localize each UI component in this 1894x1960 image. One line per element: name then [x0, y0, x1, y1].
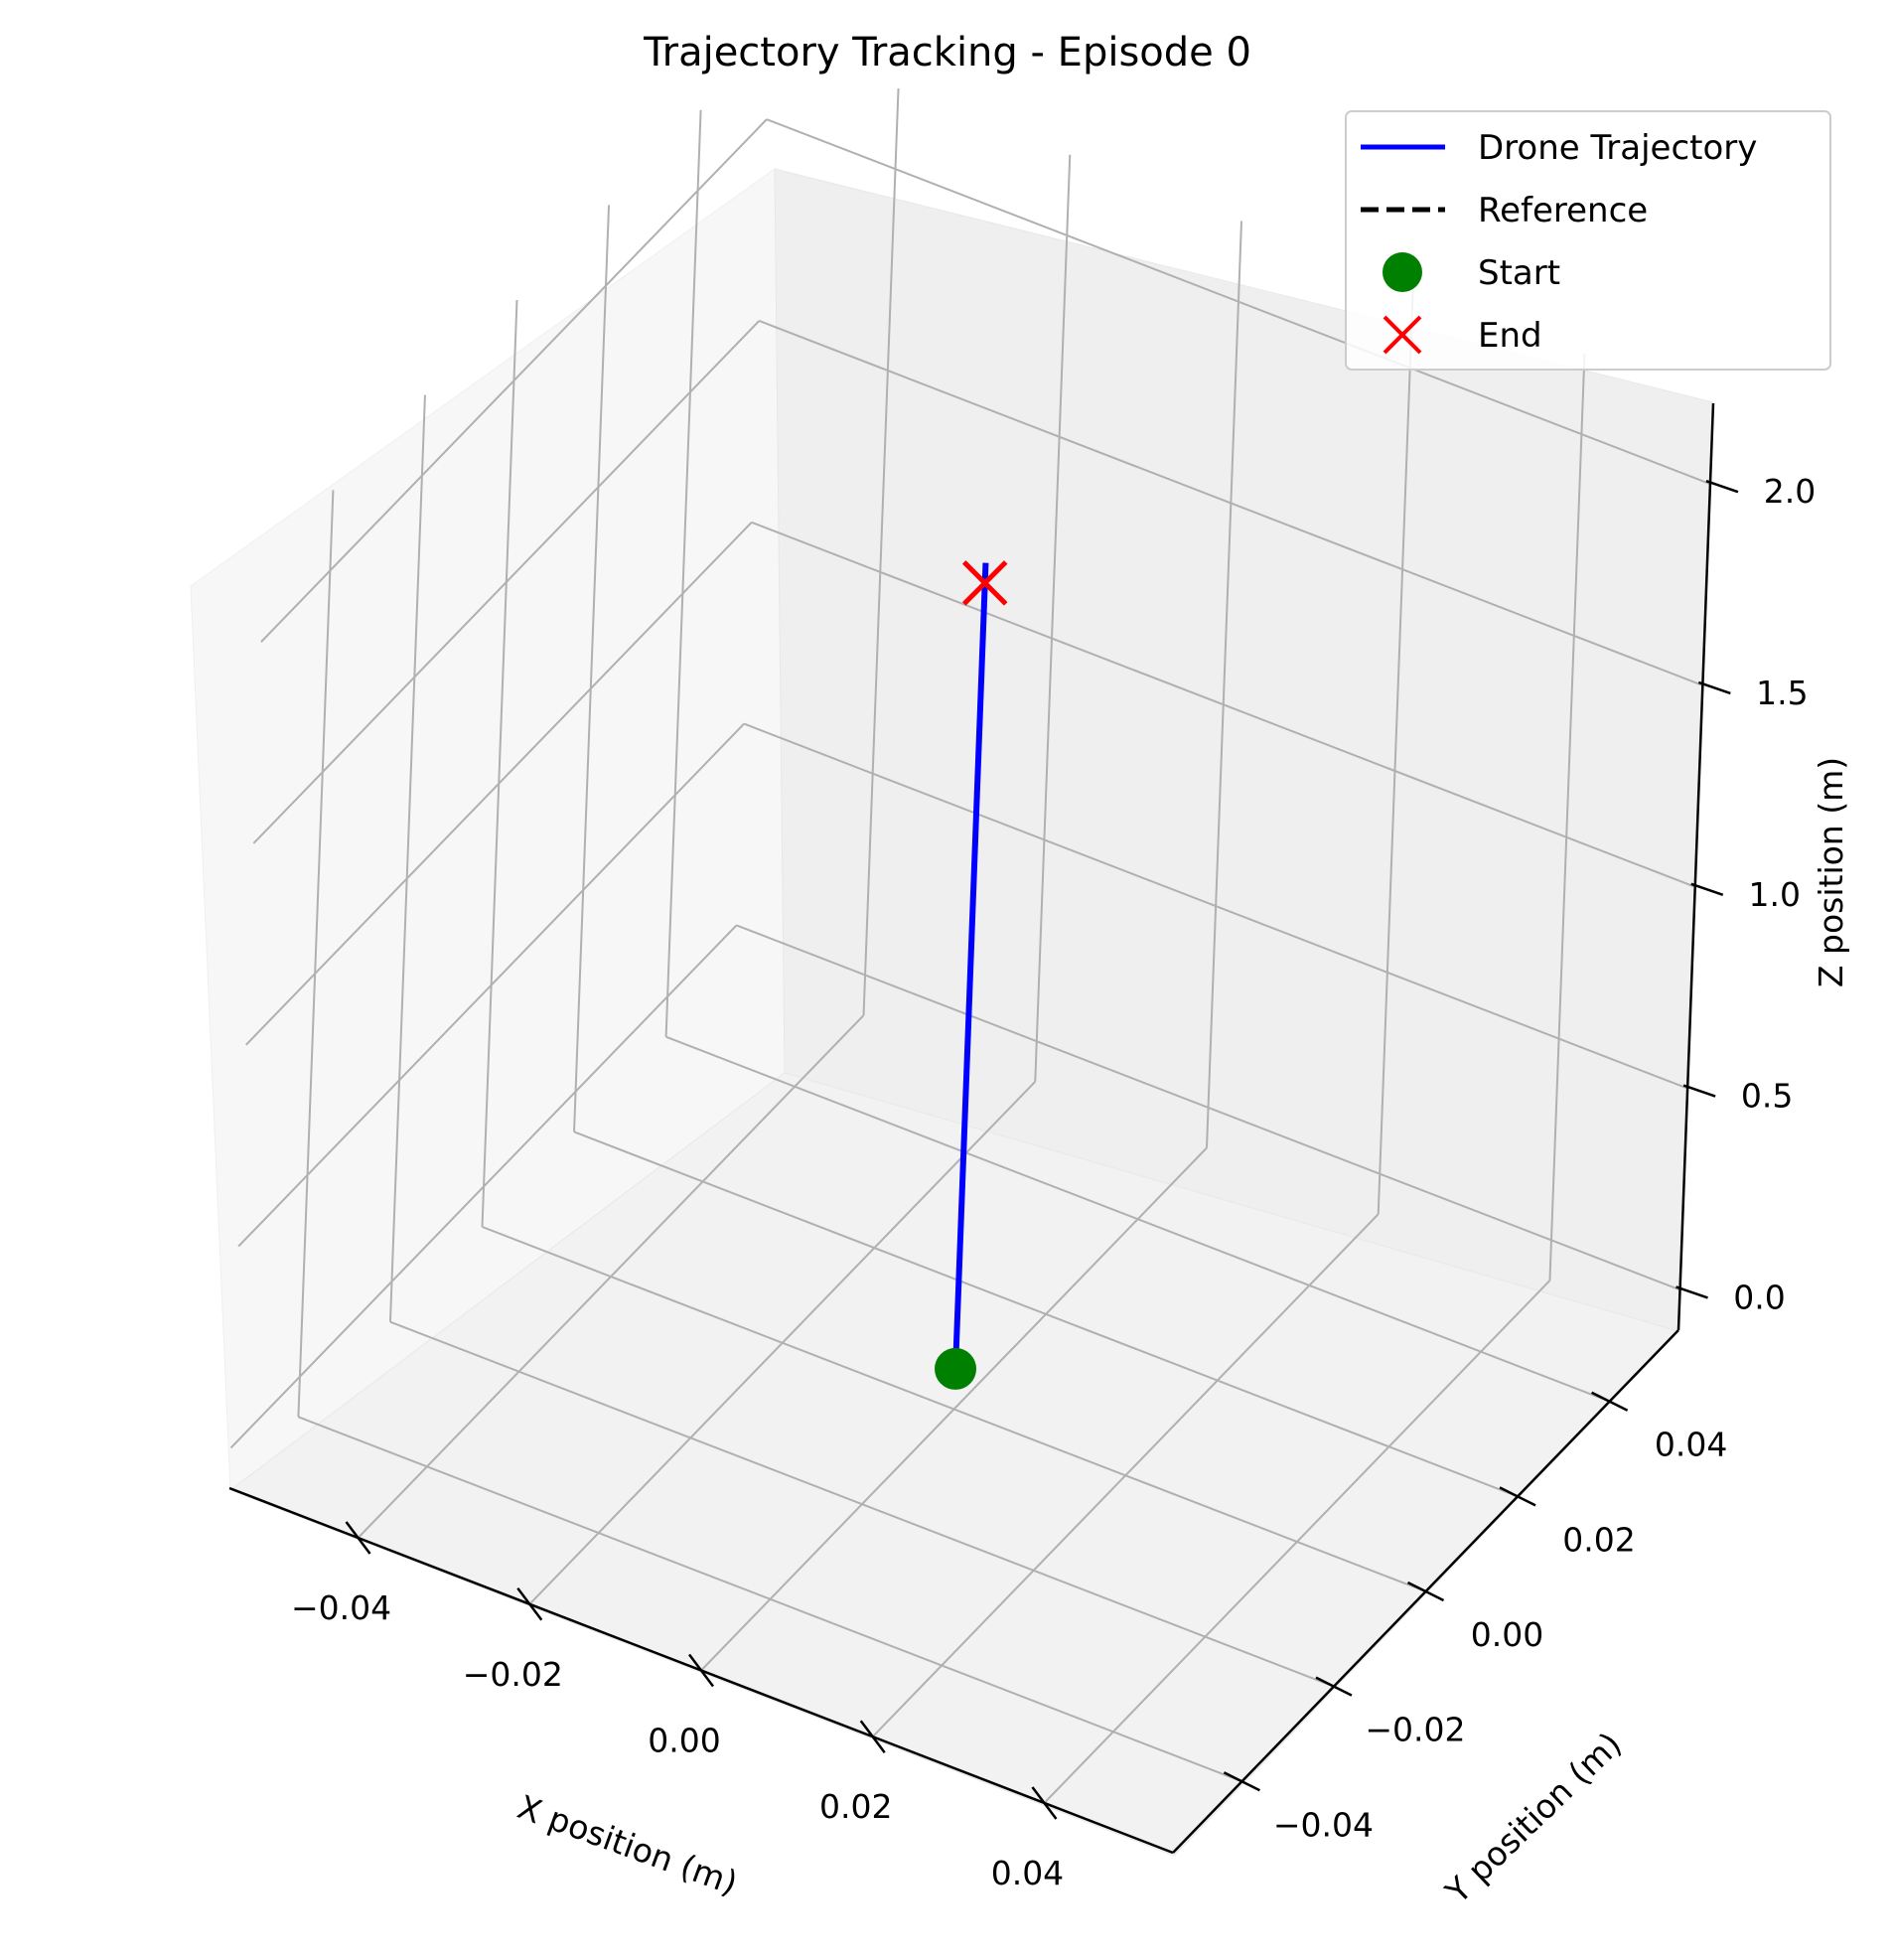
- legend-label-trajectory: Drone Trajectory: [1478, 128, 1757, 168]
- chart-title: Trajectory Tracking - Episode 0: [643, 30, 1251, 75]
- grid-side-z: [245, 522, 753, 1046]
- grid-back-z: [736, 924, 1680, 1291]
- grid-side-y: [664, 109, 702, 1037]
- y-tick-mark: [1223, 1771, 1260, 1792]
- z-tick-mark: [1697, 680, 1731, 695]
- y-tick-label: −0.02: [1365, 1711, 1465, 1749]
- data-series: [935, 560, 1008, 1390]
- y-tick-label: 0.04: [1655, 1426, 1727, 1464]
- z-axis-line: [1676, 402, 1715, 1331]
- grid-side-y: [481, 299, 518, 1228]
- x-tick-mark: [688, 1653, 714, 1688]
- grid-floor-y: [573, 1131, 1519, 1498]
- z-tick-label: 1.5: [1756, 674, 1808, 712]
- grid-side-y: [388, 394, 426, 1322]
- z-tick-mark: [1682, 1084, 1716, 1098]
- grid-side-z: [260, 118, 768, 643]
- x-tick-mark: [516, 1587, 543, 1621]
- z-tick-label: 1.0: [1748, 875, 1800, 914]
- y-tick-mark: [1315, 1676, 1353, 1697]
- grid-side-z: [237, 722, 745, 1248]
- grid-back-x: [1377, 287, 1414, 1215]
- end-marker-stroke: [961, 560, 1008, 606]
- grid-back-z: [751, 521, 1696, 888]
- start-marker: [935, 1347, 977, 1390]
- y-tick-label: −0.04: [1273, 1805, 1374, 1844]
- z-tick-label: 0.0: [1733, 1278, 1785, 1316]
- series-drone-trajectory: [952, 562, 989, 1370]
- legend-label-start: Start: [1478, 253, 1560, 293]
- y-tick-label: 0.02: [1562, 1520, 1635, 1559]
- grid-back-x: [1034, 154, 1072, 1082]
- grid-floor-y: [298, 1416, 1242, 1783]
- grid-back-z: [766, 118, 1711, 486]
- grid-side-z: [229, 924, 738, 1449]
- grid-side-z: [252, 320, 761, 844]
- z-tick-mark: [1690, 882, 1724, 896]
- z-axis-label: Z position (m): [1812, 757, 1850, 987]
- grid-floor-y: [482, 1226, 1426, 1592]
- end-marker: [961, 560, 1008, 606]
- z-tick-label: 2.0: [1764, 472, 1816, 511]
- grid-floor-y: [665, 1035, 1610, 1403]
- x-tick-label: 0.02: [819, 1787, 892, 1826]
- legend-frame: [1345, 110, 1831, 371]
- grid-back-x: [1206, 221, 1242, 1148]
- grid-back-x: [1548, 353, 1586, 1281]
- grid-back-z: [758, 320, 1703, 686]
- x-tick-label: −0.04: [291, 1588, 391, 1627]
- x-tick-label: −0.02: [463, 1655, 563, 1694]
- y-tick-label: 0.00: [1471, 1615, 1543, 1654]
- z-tick-mark: [1705, 479, 1739, 494]
- y-tick-mark: [1406, 1581, 1445, 1602]
- legend-label-reference: Reference: [1478, 191, 1648, 230]
- tick-marks: −0.04−0.020.000.020.04−0.04−0.020.000.02…: [291, 472, 1816, 1892]
- x-axis-label: X position (m): [512, 1787, 743, 1902]
- x-tick-mark: [859, 1720, 886, 1753]
- z-tick-mark: [1675, 1285, 1708, 1299]
- y-tick-mark: [1499, 1486, 1536, 1507]
- grid-back-z: [743, 722, 1688, 1090]
- x-tick-mark: [345, 1521, 371, 1555]
- grid-floor-y: [389, 1320, 1335, 1688]
- grid-back-x: [862, 88, 900, 1016]
- y-axis-label: Y position (m): [1437, 1725, 1629, 1911]
- x-tick-label: 0.00: [648, 1722, 720, 1760]
- legend-label-end: End: [1478, 316, 1542, 356]
- legend: Drone Trajectory Reference Start End: [1345, 110, 1831, 371]
- grid-side-y: [573, 205, 611, 1132]
- grid-lines: [229, 88, 1711, 1804]
- z-tick-label: 0.5: [1741, 1077, 1793, 1116]
- grid-side-y: [297, 490, 335, 1418]
- x-tick-label: 0.04: [991, 1854, 1064, 1892]
- legend-marker-start: [1383, 252, 1422, 292]
- x-tick-mark: [1031, 1786, 1058, 1820]
- y-tick-mark: [1591, 1391, 1629, 1412]
- legend-marker-end: [1383, 315, 1422, 355]
